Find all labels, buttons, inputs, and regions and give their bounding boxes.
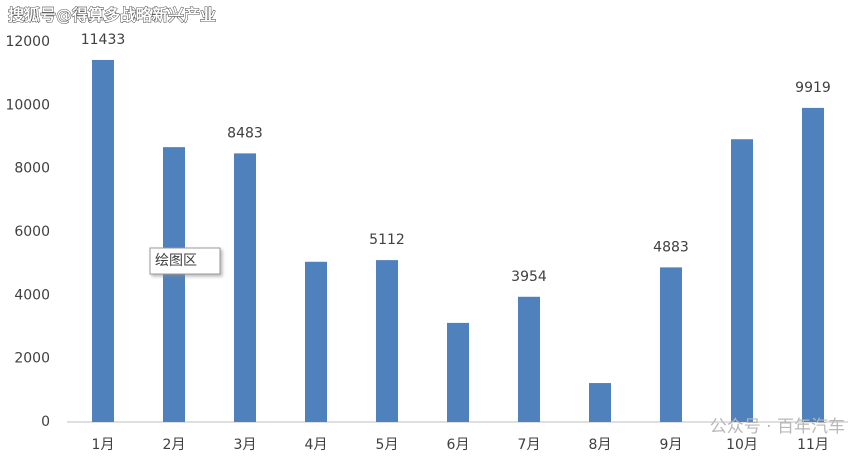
x-tick-label: 4月 [305,437,328,453]
bar [518,296,540,422]
y-tick-label: 2000 [14,351,50,367]
value-label: 5112 [369,232,405,248]
y-tick-label: 4000 [14,287,50,303]
bar [660,267,682,422]
x-tick-label: 9月 [660,437,683,453]
x-tick-label: 5月 [376,437,399,453]
watermark: 搜狐号@得算多战略新兴产业 [8,6,216,25]
bar [376,260,398,422]
bar [305,261,327,422]
bar [163,147,185,422]
bar [802,107,824,423]
x-tick-label: 3月 [234,437,257,453]
tooltip-text: 绘图区 [155,253,197,269]
bar [447,322,469,422]
x-tick-label: 7月 [518,437,541,453]
x-tick-label: 10月 [726,437,758,453]
y-tick-label: 12000 [5,34,50,50]
watermark: 公众号 · 百年汽车 [710,417,845,437]
value-label: 11433 [81,32,126,48]
x-tick-label: 8月 [589,437,612,453]
value-label: 4883 [653,239,689,255]
bar [92,59,114,423]
y-tick-label: 10000 [5,97,50,113]
x-tick-label: 1月 [92,437,115,453]
value-label: 8483 [227,125,263,141]
y-tick-label: 8000 [14,161,50,177]
x-tick-label: 6月 [447,437,470,453]
x-tick-label: 2月 [163,437,186,453]
value-label: 9919 [795,80,831,96]
bar [731,139,753,422]
tooltip-box [149,247,221,275]
y-tick-label: 6000 [14,224,50,240]
tooltip: 绘图区 [149,247,221,275]
x-tick-label: 11月 [797,437,829,453]
value-label: 3954 [511,269,547,285]
bar [234,153,256,422]
y-tick-label: 0 [41,414,50,430]
bar [589,383,611,422]
